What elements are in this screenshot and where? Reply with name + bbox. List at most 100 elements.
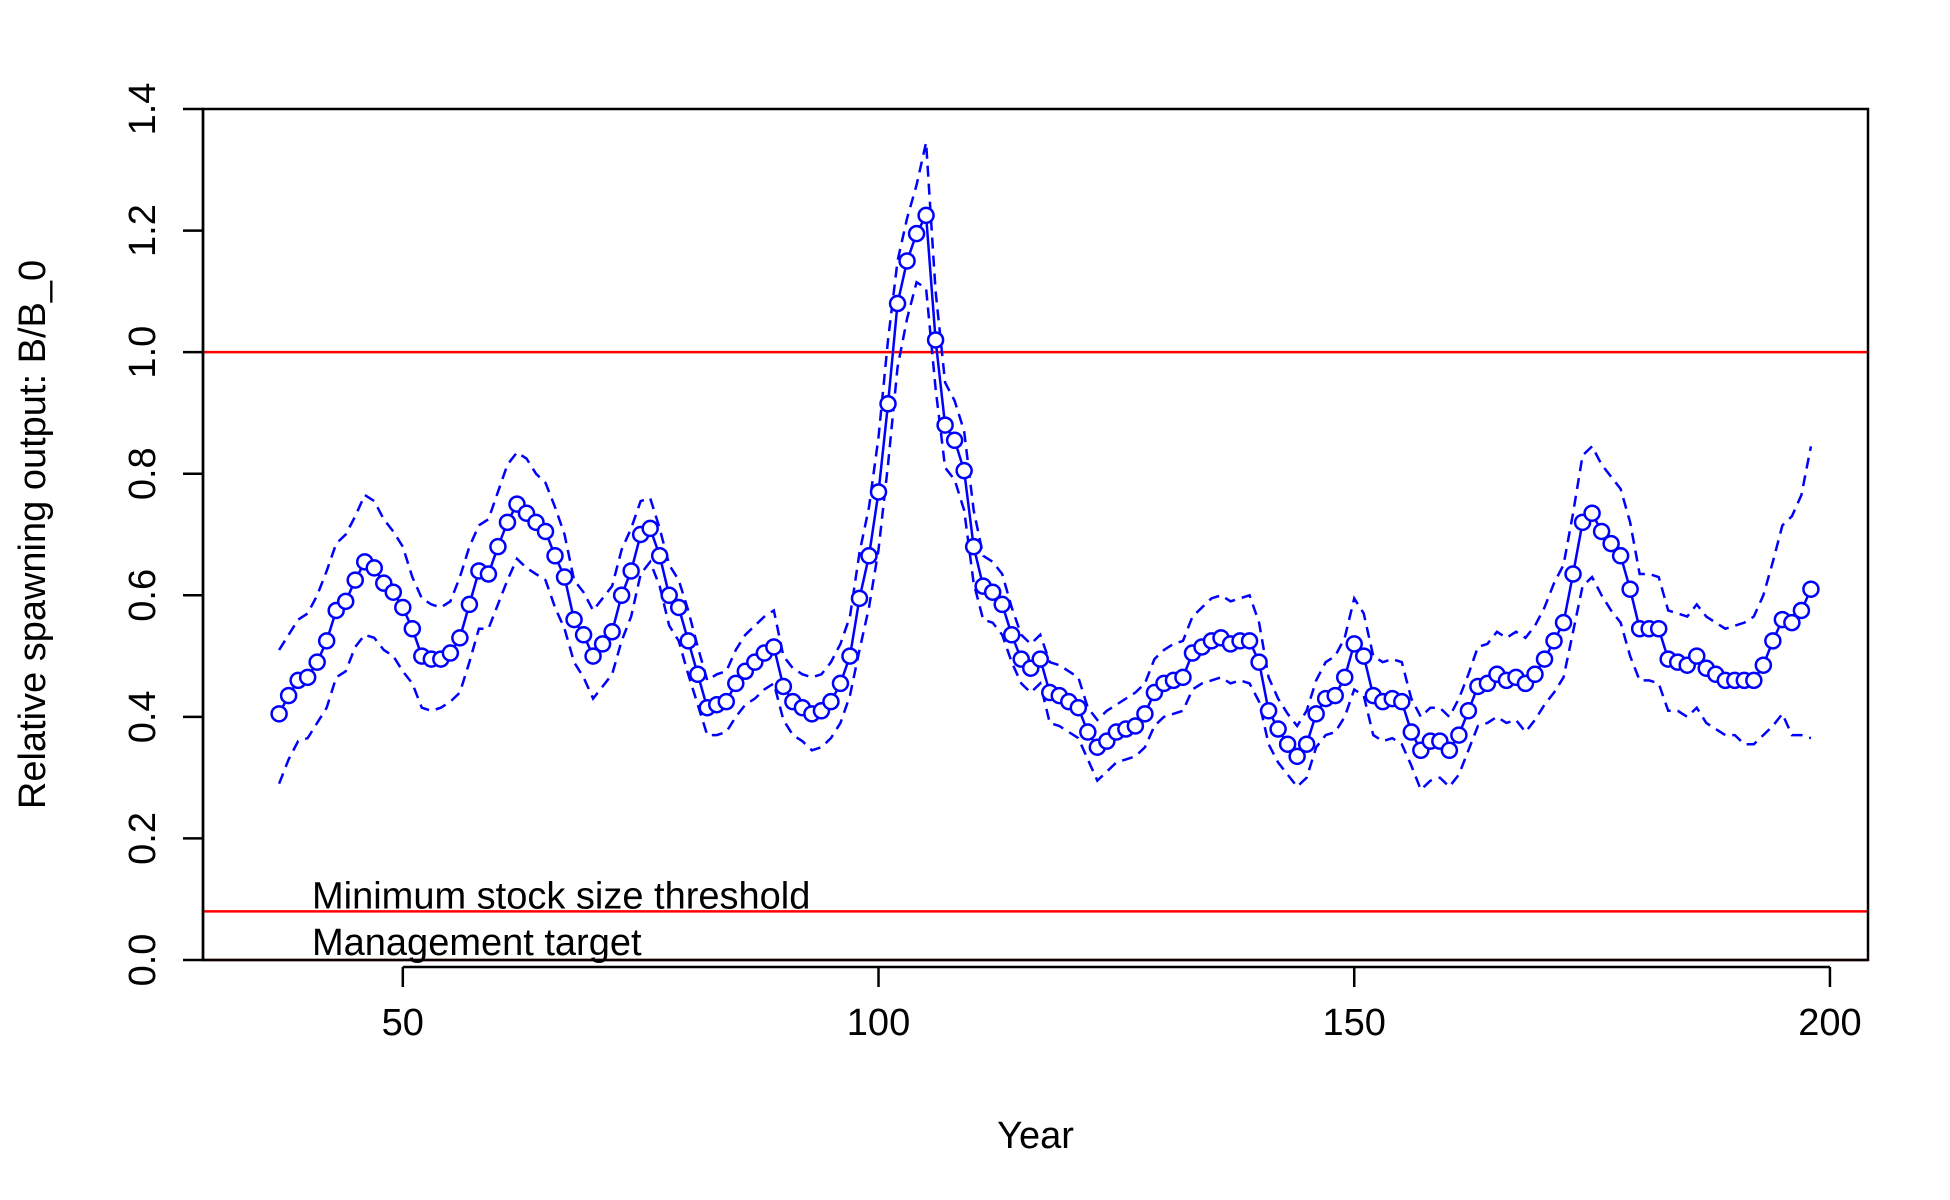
- y-tick-label: 0.2: [122, 812, 164, 865]
- data-point: [593, 635, 612, 653]
- y-tick-label: 0.4: [122, 690, 164, 743]
- plot-frame: [201, 107, 1870, 962]
- data-point: [1402, 723, 1421, 741]
- data-point: [841, 647, 859, 665]
- data-point: [1440, 741, 1459, 760]
- data-point: [1764, 632, 1782, 650]
- data-point: [688, 665, 707, 684]
- data-point: [346, 571, 364, 589]
- data-point: [1459, 702, 1478, 720]
- y-tick-label: 0.8: [122, 447, 164, 500]
- point-markers: [270, 206, 1820, 766]
- data-point: [1526, 665, 1544, 684]
- data-point: [898, 252, 916, 270]
- data-point: [279, 686, 298, 705]
- data-point: [1079, 723, 1097, 741]
- data-point: [489, 537, 507, 556]
- data-point: [1393, 692, 1411, 711]
- data-point: [1297, 735, 1316, 753]
- data-point: [603, 623, 621, 641]
- data-point: [955, 461, 973, 480]
- data-point: [270, 705, 288, 723]
- y-tick-label: 1.0: [122, 326, 164, 379]
- data-point: [622, 562, 640, 580]
- data-point: [1345, 635, 1363, 653]
- data-point: [441, 644, 460, 662]
- data-point: [1611, 547, 1630, 565]
- data-point: [1269, 720, 1287, 738]
- data-point: [336, 592, 355, 611]
- data-point: [574, 626, 593, 644]
- data-point: [774, 677, 793, 696]
- data-point: [1554, 613, 1573, 632]
- data-point: [641, 519, 659, 538]
- data-point: [879, 395, 897, 413]
- data-point: [298, 668, 317, 687]
- data-point: [660, 586, 678, 605]
- data-point: [308, 653, 326, 671]
- data-point: [1592, 522, 1611, 541]
- data-point: [831, 674, 850, 693]
- data-point: [1288, 747, 1306, 766]
- data-point: [1326, 686, 1344, 705]
- data-point: [860, 547, 878, 565]
- data-point: [394, 598, 412, 617]
- data-point: [1621, 580, 1639, 598]
- data-point: [727, 674, 745, 693]
- data-point: [584, 647, 602, 665]
- y-axis: 0.0 0.2 0.4 0.6 0.8 1.0 1.2 1.4: [122, 83, 205, 987]
- x-axis: 50 100 150 200: [382, 965, 1862, 1044]
- series-estimate: [278, 210, 1813, 759]
- data-point: [1649, 619, 1668, 638]
- y-tick-label: 0.6: [122, 569, 164, 622]
- data-point: [1278, 735, 1297, 753]
- data-point: [822, 692, 840, 711]
- data-point: [384, 583, 403, 601]
- data-point: [1174, 668, 1192, 687]
- data-point: [1250, 653, 1268, 671]
- data-point: [936, 416, 954, 434]
- data-point: [536, 522, 555, 541]
- data-point: [546, 547, 564, 565]
- data-point: [1136, 705, 1154, 723]
- data-point: [1792, 601, 1811, 620]
- data-point: [717, 692, 736, 711]
- data-point: [555, 568, 574, 586]
- data-point: [1069, 698, 1088, 717]
- data-point: [850, 589, 869, 608]
- data-point: [460, 595, 479, 614]
- data-point: [1583, 504, 1601, 522]
- data-point: [1535, 650, 1554, 668]
- data-point: [1783, 613, 1801, 632]
- data-point: [1450, 726, 1468, 744]
- y-axis-title: Relative spawning output: B/B_0: [12, 260, 54, 809]
- data-point: [679, 632, 697, 650]
- data-point: [888, 294, 907, 313]
- data-point: [1802, 580, 1820, 598]
- data-point: [1545, 632, 1563, 650]
- data-point: [365, 559, 384, 577]
- data-point: [1754, 656, 1773, 674]
- data-point: [317, 632, 336, 650]
- data-point: [945, 431, 964, 450]
- data-point: [1259, 702, 1278, 720]
- data-point: [498, 513, 517, 532]
- data-point: [669, 598, 688, 617]
- data-point: [1602, 534, 1620, 553]
- y-tick-label: 1.2: [122, 204, 164, 257]
- data-point: [650, 547, 669, 565]
- data-point: [1307, 705, 1325, 723]
- x-tick-label: 100: [847, 1002, 910, 1044]
- x-tick-label: 50: [382, 1002, 424, 1044]
- data-point: [1240, 632, 1259, 650]
- data-point: [1687, 647, 1706, 665]
- y-tick-label: 0.0: [122, 934, 164, 987]
- series-lower-interval: [277, 280, 1812, 792]
- x-tick-label: 150: [1323, 1002, 1386, 1044]
- data-point: [1031, 650, 1050, 668]
- data-point: [1126, 717, 1145, 735]
- data-point: [1335, 668, 1354, 687]
- data-point: [1745, 671, 1763, 690]
- data-point: [926, 331, 945, 349]
